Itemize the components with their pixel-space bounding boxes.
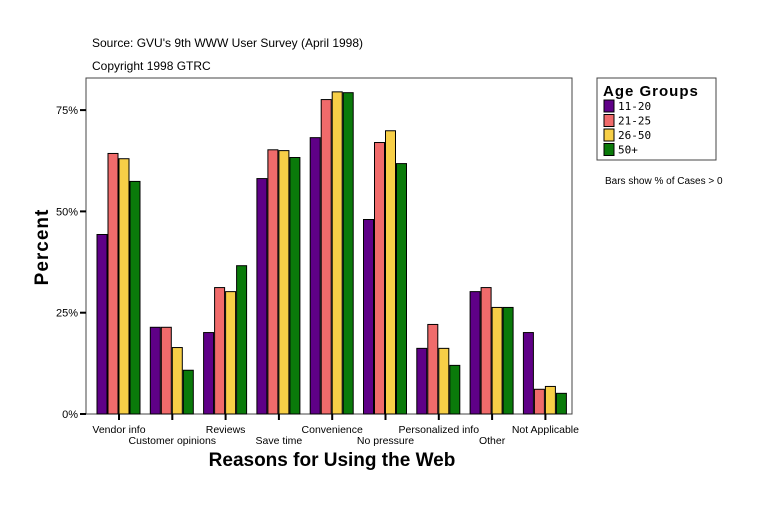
- y-tick-label: 0%: [62, 409, 78, 421]
- legend-label: 26-50: [618, 129, 651, 142]
- bar-50+-other: [502, 306, 514, 415]
- bar-26-50-convenience: [331, 91, 343, 415]
- bar-11-20-vendor-info: [96, 233, 108, 415]
- bar-50+-vendor-info: [129, 180, 141, 415]
- legend-swatch: [603, 114, 615, 127]
- bar-26-50-not-applicable: [544, 385, 556, 415]
- bar-26-50-personalized-info: [438, 347, 450, 415]
- legend-swatch: [603, 128, 615, 142]
- x-tick-label: Not Applicable: [512, 424, 579, 436]
- y-axis-title: Percent: [32, 209, 53, 286]
- legend-swatch: [603, 99, 615, 113]
- bar-50+-no-pressure: [396, 163, 407, 415]
- x-tick-label: Customer opinions: [129, 435, 217, 447]
- bar-11-20-personalized-info: [416, 347, 428, 415]
- bar-26-50-customer-opinions: [171, 347, 183, 415]
- x-tick-label: Save time: [256, 435, 303, 447]
- bar-50+-personalized-info: [449, 364, 461, 415]
- legend-label: 21-25: [618, 115, 651, 128]
- copyright-text: Copyright 1998 GTRC: [92, 59, 211, 73]
- bar-21-25-save-time: [267, 149, 279, 415]
- bar-50+-not-applicable: [555, 392, 567, 415]
- x-tick-label: Reviews: [206, 424, 246, 436]
- bar-21-25-vendor-info: [107, 152, 119, 415]
- note-text: Bars show % of Cases > 0: [605, 176, 723, 187]
- x-tick-label: Vendor info: [92, 424, 145, 436]
- x-tick-label: No pressure: [357, 435, 414, 447]
- source-text: Source: GVU's 9th WWW User Survey (April…: [92, 36, 363, 50]
- x-axis-title: Reasons for Using the Web: [209, 450, 456, 471]
- legend-title: Age Groups: [603, 83, 699, 100]
- bar-11-20-save-time: [256, 178, 268, 415]
- y-tick-label: 25%: [56, 308, 78, 320]
- bar-21-25-personalized-info: [427, 323, 439, 415]
- bar-11-20-convenience: [309, 137, 321, 415]
- bar-21-25-convenience: [320, 99, 332, 415]
- legend-label: 11-20: [618, 100, 651, 113]
- bar-21-25-reviews: [214, 287, 226, 415]
- legend-swatch: [603, 143, 615, 156]
- legend-label: 50+: [618, 144, 638, 157]
- bar-26-50-reviews: [225, 291, 237, 415]
- x-tick-label: Convenience: [302, 424, 363, 436]
- bar-11-20-no-pressure: [363, 219, 374, 415]
- bar-26-50-save-time: [278, 150, 290, 415]
- y-tick-label: 75%: [56, 105, 78, 117]
- bar-21-25-no-pressure: [374, 142, 385, 415]
- bar-21-25-not-applicable: [533, 388, 545, 415]
- x-tick-label: Personalized info: [399, 424, 480, 436]
- bar-50+-save-time: [289, 157, 301, 415]
- bar-11-20-other: [469, 291, 481, 415]
- bar-26-50-no-pressure: [385, 130, 396, 415]
- bar-11-20-reviews: [203, 332, 215, 415]
- bar-26-50-vendor-info: [118, 158, 130, 415]
- bar-11-20-customer-opinions: [149, 326, 161, 415]
- y-tick-label: 50%: [56, 206, 78, 218]
- bar-50+-customer-opinions: [182, 369, 194, 415]
- bar-50+-convenience: [342, 92, 354, 415]
- bar-11-20-not-applicable: [522, 332, 534, 415]
- bar-26-50-other: [491, 306, 503, 415]
- bar-21-25-other: [480, 287, 492, 415]
- bar-21-25-customer-opinions: [160, 326, 172, 415]
- x-tick-label: Other: [479, 435, 506, 447]
- bar-50+-reviews: [236, 265, 248, 415]
